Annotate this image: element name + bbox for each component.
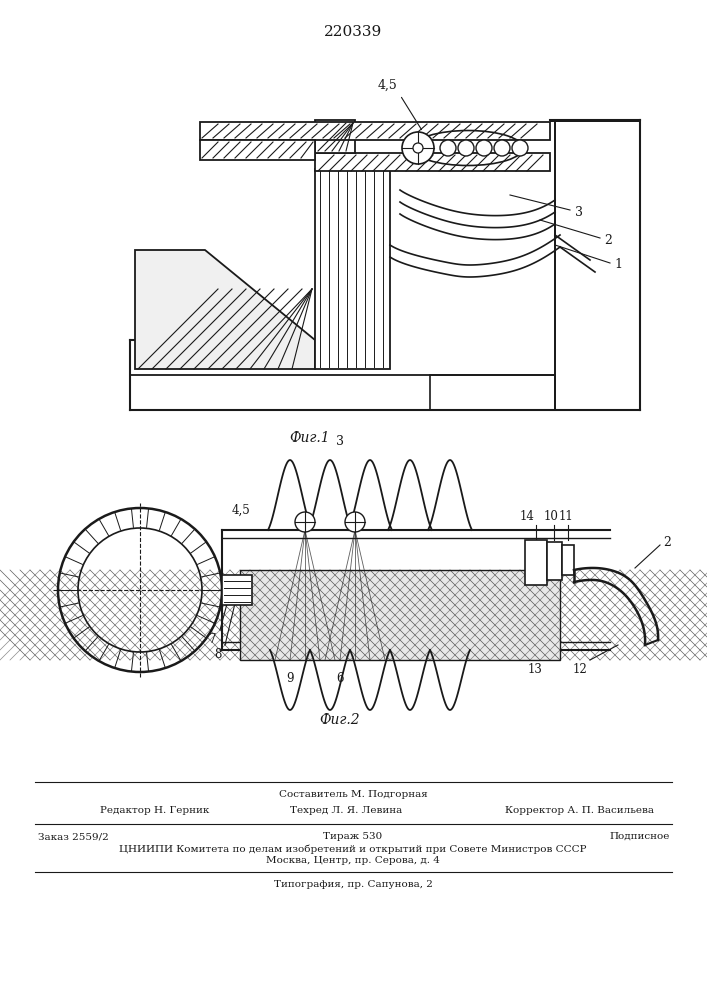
Circle shape <box>413 143 423 153</box>
Bar <box>547 542 562 580</box>
Text: 9: 9 <box>286 672 293 685</box>
Text: Корректор А. П. Васильева: Корректор А. П. Васильева <box>505 806 654 815</box>
Circle shape <box>402 132 434 164</box>
Text: 11: 11 <box>559 510 573 523</box>
Circle shape <box>476 140 492 156</box>
Text: 4,5: 4,5 <box>378 79 398 92</box>
Text: Типография, пр. Сапунова, 2: Типография, пр. Сапунова, 2 <box>274 880 433 889</box>
Text: Редактор Н. Герник: Редактор Н. Герник <box>100 806 209 815</box>
Text: 220339: 220339 <box>324 25 382 39</box>
Text: 10: 10 <box>544 510 559 523</box>
Circle shape <box>78 528 202 652</box>
Circle shape <box>295 512 315 532</box>
Polygon shape <box>135 250 315 369</box>
Bar <box>240 570 560 660</box>
Text: Фиг.2: Фиг.2 <box>320 713 361 727</box>
Text: 3: 3 <box>575 206 583 219</box>
Text: 12: 12 <box>573 663 588 676</box>
Bar <box>550 120 640 122</box>
Text: Москва, Центр, пр. Серова, д. 4: Москва, Центр, пр. Серова, д. 4 <box>266 856 440 865</box>
Circle shape <box>458 140 474 156</box>
Bar <box>315 169 390 369</box>
Bar <box>555 120 640 410</box>
Bar <box>525 540 547 585</box>
Circle shape <box>345 512 365 532</box>
Bar <box>315 153 550 171</box>
Text: Заказ 2559/2: Заказ 2559/2 <box>38 832 109 841</box>
Circle shape <box>440 140 456 156</box>
Bar <box>200 140 315 160</box>
Text: ЦНИИПИ Комитета по делам изобретений и открытий при Совете Министров СССР: ЦНИИПИ Комитета по делам изобретений и о… <box>119 844 587 854</box>
Text: 2: 2 <box>604 233 612 246</box>
Text: 1: 1 <box>614 258 622 271</box>
Text: 4,5: 4,5 <box>232 504 251 516</box>
Text: Техред Л. Я. Левина: Техред Л. Я. Левина <box>290 806 402 815</box>
Bar <box>562 545 574 575</box>
Text: Фиг.1: Фиг.1 <box>290 431 330 445</box>
Text: Составитель М. Подгорная: Составитель М. Подгорная <box>279 790 427 799</box>
Text: 3: 3 <box>336 435 344 448</box>
Text: Подписное: Подписное <box>609 832 670 841</box>
Text: 6: 6 <box>337 672 344 685</box>
Circle shape <box>494 140 510 156</box>
Text: 13: 13 <box>527 663 542 676</box>
Circle shape <box>512 140 528 156</box>
Text: Тираж 530: Тираж 530 <box>323 832 382 841</box>
Bar <box>315 120 355 153</box>
Text: 2: 2 <box>663 536 671 550</box>
Text: 7: 7 <box>209 633 217 646</box>
Bar <box>222 575 252 605</box>
Bar <box>200 122 550 140</box>
Text: 8: 8 <box>214 648 222 661</box>
Text: 14: 14 <box>520 510 534 523</box>
Bar <box>430 375 555 410</box>
Circle shape <box>58 508 222 672</box>
